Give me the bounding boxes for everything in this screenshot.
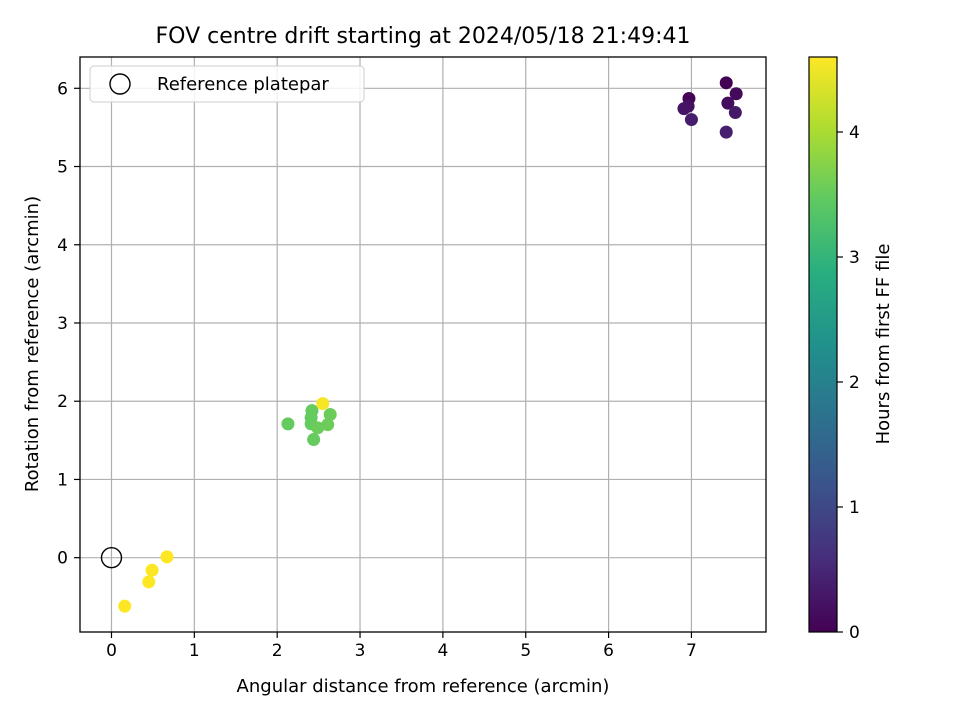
data-point bbox=[307, 433, 321, 447]
data-point bbox=[118, 599, 132, 613]
colorbar-tick-label: 4 bbox=[849, 123, 860, 143]
data-point bbox=[160, 550, 174, 564]
legend-label: Reference platepar bbox=[157, 74, 329, 95]
reference-marker bbox=[100, 546, 123, 569]
legend-marker-icon bbox=[109, 73, 131, 95]
data-point bbox=[323, 408, 337, 422]
colorbar-label: Hours from first FF file bbox=[873, 244, 894, 445]
data-point bbox=[311, 421, 325, 435]
x-tick-label: 0 bbox=[106, 641, 117, 661]
y-tick-labels: 0 1 2 3 4 5 6 bbox=[57, 79, 80, 569]
data-point bbox=[677, 102, 691, 116]
y-axis-label: Rotation from reference (arcmin) bbox=[22, 196, 43, 492]
x-axis-label: Angular distance from reference (arcmin) bbox=[237, 676, 610, 697]
colorbar-tick-label: 3 bbox=[849, 248, 860, 268]
data-point bbox=[145, 563, 159, 577]
x-tick-label: 1 bbox=[189, 641, 200, 661]
colorbar-gradient bbox=[808, 56, 838, 633]
legend: Reference platepar bbox=[89, 65, 365, 103]
y-tick-label: 6 bbox=[57, 79, 68, 99]
x-tick-label: 7 bbox=[686, 641, 697, 661]
colorbar-ticks: 0 1 2 3 4 bbox=[837, 123, 860, 643]
x-tick-label: 6 bbox=[603, 641, 614, 661]
plot-frame bbox=[79, 56, 767, 633]
data-point bbox=[719, 125, 733, 139]
colorbar-tick-label: 1 bbox=[849, 498, 860, 518]
legend-box bbox=[89, 65, 365, 103]
data-point bbox=[728, 106, 742, 120]
x-tick-label: 5 bbox=[520, 641, 531, 661]
colorbar-tick-label: 0 bbox=[849, 623, 860, 643]
y-tick-label: 5 bbox=[57, 158, 68, 178]
x-tick-label: 2 bbox=[272, 641, 283, 661]
data-point bbox=[721, 96, 735, 110]
colorbar: 0 1 2 3 4 Hours from first FF file bbox=[808, 56, 894, 643]
x-tick-label: 4 bbox=[437, 641, 448, 661]
data-point bbox=[729, 87, 743, 101]
data-point bbox=[142, 575, 156, 589]
chart-title: FOV centre drift starting at 2024/05/18 … bbox=[156, 24, 691, 49]
y-tick-label: 1 bbox=[57, 470, 68, 490]
grid bbox=[80, 57, 766, 632]
y-tick-label: 0 bbox=[57, 549, 68, 569]
y-tick-label: 3 bbox=[57, 314, 68, 334]
data-point bbox=[321, 418, 335, 432]
y-tick-label: 2 bbox=[57, 392, 68, 412]
reference-point bbox=[100, 546, 123, 569]
y-tick-label: 4 bbox=[57, 236, 68, 256]
plot-points bbox=[118, 76, 743, 613]
data-point bbox=[684, 113, 698, 127]
data-point bbox=[316, 397, 330, 411]
data-point bbox=[719, 76, 733, 90]
x-tick-labels: 0 1 2 3 4 5 6 7 bbox=[106, 632, 697, 661]
colorbar-tick-label: 2 bbox=[849, 373, 860, 393]
data-point bbox=[281, 417, 295, 431]
x-tick-label: 3 bbox=[355, 641, 366, 661]
